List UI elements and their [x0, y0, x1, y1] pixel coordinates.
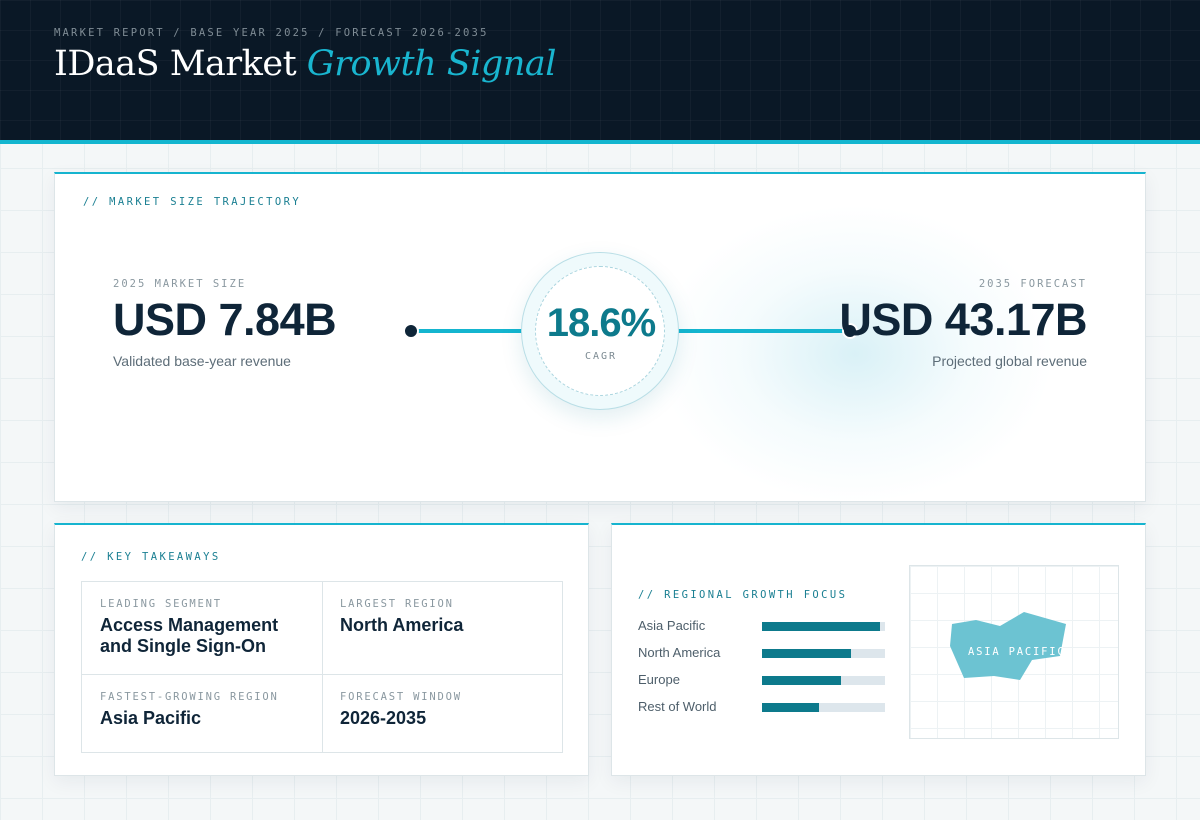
takeaways-grid: LEADING SEGMENT Access Management and Si… — [81, 581, 563, 753]
takeaway-fastest-growing-region: FASTEST-GROWING REGION Asia Pacific — [100, 691, 305, 729]
asia-pacific-shape-icon — [950, 612, 1066, 680]
region-name: North America — [638, 645, 721, 660]
cagr-label: CAGR — [584, 351, 618, 362]
takeaway-value: Asia Pacific — [100, 708, 202, 728]
base-year-caption: Validated base-year revenue — [113, 353, 291, 369]
region-bar-fill — [762, 622, 881, 631]
takeaway-forecast-window: FORECAST WINDOW 2026-2035 — [340, 691, 545, 729]
takeaway-leading-segment: LEADING SEGMENT Access Management and Si… — [100, 598, 305, 657]
end-marker — [842, 323, 858, 339]
title-main: IDaaS Market — [54, 44, 297, 84]
trajectory-section-label: // MARKET SIZE TRAJECTORY — [83, 196, 302, 208]
market-size-trajectory-card: // MARKET SIZE TRAJECTORY 2025 MARKET SI… — [54, 172, 1146, 502]
region-bar-fill — [762, 649, 851, 658]
takeaway-key: FASTEST-GROWING REGION — [100, 691, 279, 703]
region-row-europe: Europe — [638, 672, 888, 688]
region-bar-fill — [762, 676, 841, 685]
forecast-caption: Projected global revenue — [932, 353, 1087, 369]
takeaway-value: Access Management and Single Sign-On — [100, 615, 279, 656]
takeaway-value: North America — [340, 615, 464, 635]
region-name: Rest of World — [638, 699, 717, 714]
takeaways-section-label: // KEY TAKEAWAYS — [81, 551, 221, 563]
region-row-asia-pacific: Asia Pacific — [638, 618, 888, 634]
start-marker — [403, 323, 419, 339]
cagr-value: 18.6% — [546, 301, 656, 345]
takeaway-largest-region: LARGEST REGION North America — [340, 598, 545, 636]
regional-section-label: // REGIONAL GROWTH FOCUS — [638, 589, 848, 601]
report-header: MARKET REPORT / BASE YEAR 2025 / FORECAS… — [0, 0, 1200, 144]
map-region-label: ASIA PACIFIC — [968, 646, 1066, 658]
cagr-badge: 18.6% CAGR — [521, 252, 679, 410]
region-name: Europe — [638, 672, 680, 687]
region-map: ASIA PACIFIC — [909, 565, 1119, 739]
takeaway-key: LARGEST REGION — [340, 598, 454, 610]
grid-divider-vertical — [322, 582, 323, 752]
regional-growth-card: // REGIONAL GROWTH FOCUS Asia Pacific No… — [611, 523, 1146, 776]
grid-divider-horizontal — [82, 674, 562, 675]
base-year-value: USD 7.84B — [113, 294, 337, 345]
title-accent: Growth Signal — [306, 44, 557, 84]
forecast-value: USD 43.17B — [839, 294, 1087, 345]
region-row-rest-of-world: Rest of World — [638, 699, 888, 715]
report-eyebrow: MARKET REPORT / BASE YEAR 2025 / FORECAS… — [54, 27, 489, 39]
region-bar-track — [762, 649, 885, 658]
region-bar-track — [762, 676, 885, 685]
takeaway-value: 2026-2035 — [340, 708, 427, 728]
takeaway-key: LEADING SEGMENT — [100, 598, 222, 610]
takeaway-key: FORECAST WINDOW — [340, 691, 462, 703]
base-year-label: 2025 MARKET SIZE — [113, 278, 247, 290]
forecast-label: 2035 FORECAST — [978, 278, 1087, 290]
region-bar-track — [762, 703, 885, 712]
region-name: Asia Pacific — [638, 618, 706, 633]
region-row-north-america: North America — [638, 645, 888, 661]
region-bar-track — [762, 622, 885, 631]
region-bar-fill — [762, 703, 819, 712]
key-takeaways-card: // KEY TAKEAWAYS LEADING SEGMENT Access … — [54, 523, 589, 776]
page-title: IDaaS Market Growth Signal — [54, 44, 556, 84]
cagr-inner-ring: 18.6% CAGR — [535, 266, 665, 396]
